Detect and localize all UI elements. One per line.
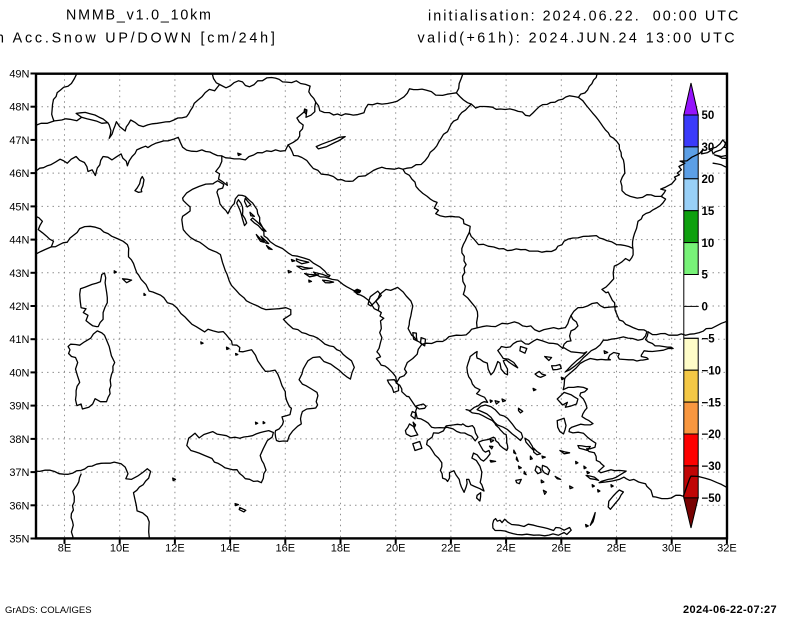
svg-text:valid(+61h): 2024.JUN.24 13:00: valid(+61h): 2024.JUN.24 13:00 UTC [418,30,738,46]
svg-text:50: 50 [702,110,715,122]
svg-text:49N: 49N [9,69,29,81]
svg-text:10: 10 [702,238,715,250]
svg-text:32E: 32E [717,543,737,555]
svg-text:10E: 10E [110,543,130,555]
svg-text:16E: 16E [276,543,296,555]
svg-text:48N: 48N [9,102,29,114]
svg-text:38N: 38N [9,434,29,446]
svg-text:46N: 46N [9,168,29,180]
svg-text:47N: 47N [9,135,29,147]
svg-text:24E: 24E [496,543,516,555]
svg-text:0: 0 [702,302,708,314]
svg-text:2024-06-22-07:27: 2024-06-22-07:27 [683,604,777,616]
svg-text:14E: 14E [220,543,240,555]
svg-text:22E: 22E [441,543,461,555]
svg-text:39N: 39N [9,401,29,413]
svg-text:24h Acc.Snow UP/DOWN [cm/24h]: 24h Acc.Snow UP/DOWN [cm/24h] [0,30,278,46]
svg-text:−30: −30 [702,461,722,473]
svg-text:40N: 40N [9,367,29,379]
svg-text:35N: 35N [9,534,29,546]
svg-text:NMMB_v1.0_10km: NMMB_v1.0_10km [66,8,213,24]
svg-text:37N: 37N [9,467,29,479]
svg-text:43N: 43N [9,268,29,280]
svg-text:−20: −20 [702,429,722,441]
svg-text:GrADS: COLA/IGES: GrADS: COLA/IGES [5,605,92,616]
svg-text:42N: 42N [9,301,29,313]
svg-text:41N: 41N [9,334,29,346]
svg-text:44N: 44N [9,235,29,247]
svg-text:20: 20 [702,174,715,186]
svg-text:−10: −10 [702,365,722,377]
svg-text:45N: 45N [9,201,29,213]
svg-text:30: 30 [702,142,715,154]
svg-text:−50: −50 [702,493,722,505]
svg-text:28E: 28E [607,543,627,555]
svg-text:18E: 18E [331,543,351,555]
svg-text:15: 15 [702,206,715,218]
svg-text:−15: −15 [702,397,722,409]
svg-text:20E: 20E [386,543,406,555]
svg-text:30E: 30E [662,543,682,555]
svg-text:5: 5 [702,270,709,282]
svg-text:8E: 8E [58,543,71,555]
svg-text:36N: 36N [9,500,29,512]
svg-text:initialisation: 2024.06.22. 0: initialisation: 2024.06.22. 00:00 UTC [428,9,740,25]
svg-text:12E: 12E [165,543,185,555]
svg-text:−5: −5 [702,334,716,346]
svg-text:26E: 26E [552,543,572,555]
